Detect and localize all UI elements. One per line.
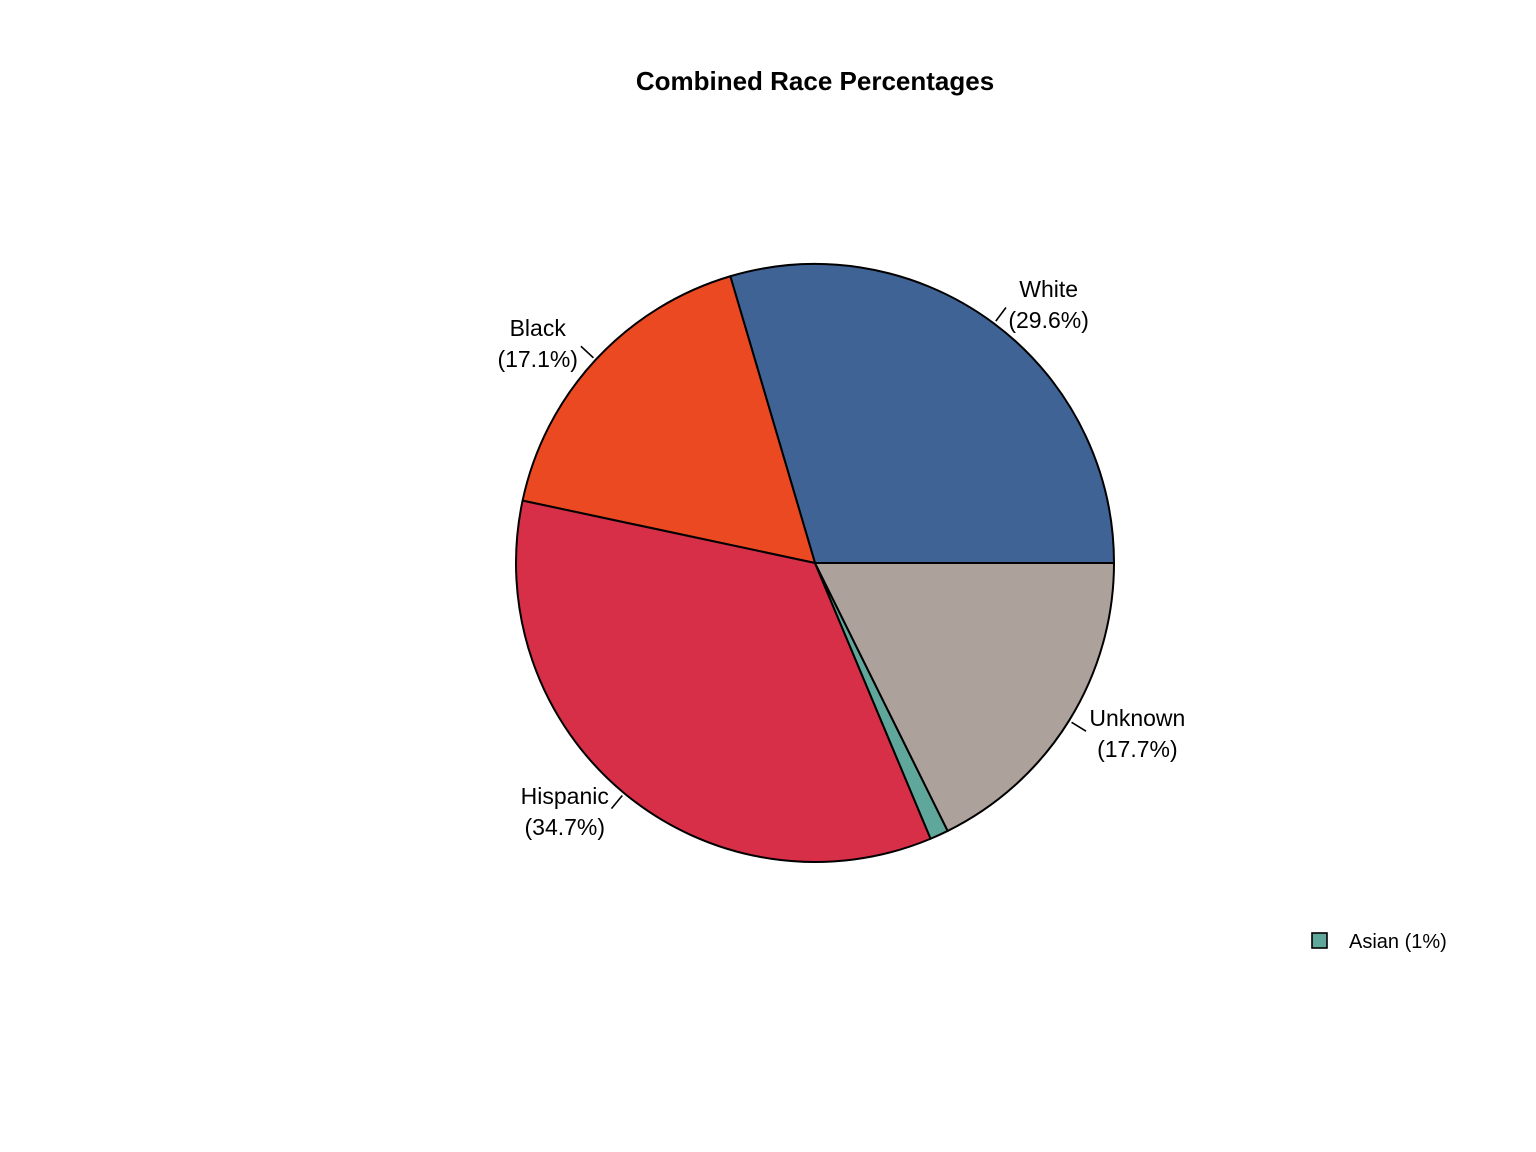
pie-slice-white bbox=[729, 263, 1115, 564]
chart-title: Combined Race Percentages bbox=[636, 66, 994, 96]
slice-value-label-black: (17.1%) bbox=[497, 346, 578, 372]
slice-value-label-hispanic: (34.7%) bbox=[525, 814, 606, 840]
pie-slice-unknown bbox=[814, 562, 1115, 832]
label-tick-unknown bbox=[1071, 721, 1087, 732]
label-tick-black bbox=[580, 345, 594, 359]
slice-label-hispanic: Hispanic bbox=[521, 783, 609, 809]
slice-value-label-unknown: (17.7%) bbox=[1097, 736, 1178, 762]
legend: Asian (1%) bbox=[1311, 931, 1447, 953]
label-tick-white bbox=[995, 306, 1007, 322]
pie-slice-black bbox=[521, 275, 816, 564]
slice-labels: White (29.6%) Black (17.1%) Hispanic (34.7%) U… bbox=[497, 276, 1185, 840]
pie-slices bbox=[515, 263, 1115, 863]
legend-swatch bbox=[1311, 932, 1328, 949]
slice-value-label-white: (29.6%) bbox=[1008, 307, 1089, 333]
label-tick-hispanic bbox=[610, 795, 623, 810]
slice-label-unknown: Unknown bbox=[1089, 705, 1185, 731]
slice-label-black: Black bbox=[510, 315, 567, 341]
legend-label: Asian (1%) bbox=[1349, 931, 1447, 953]
pie-slice-hispanic bbox=[515, 499, 932, 863]
slice-label-white: White bbox=[1019, 276, 1078, 302]
